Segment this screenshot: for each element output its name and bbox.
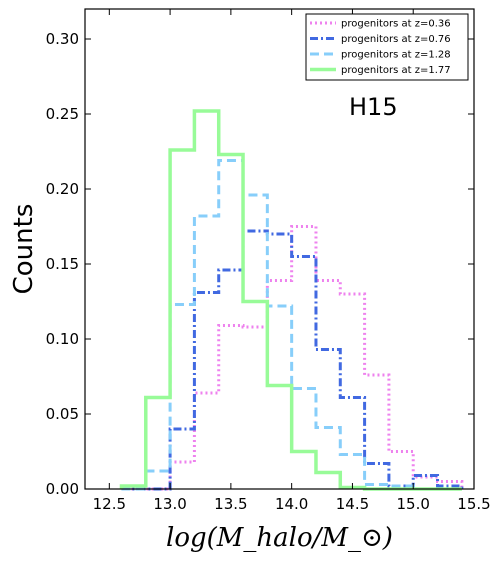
x-tick-label: 13.5 [214, 495, 247, 513]
y-axis-label: Counts [9, 204, 39, 295]
series-line-4 [119, 109, 462, 491]
x-tick-label: 15.0 [397, 495, 430, 513]
ticks-layer: 12.5 13.0 13.5 14.0 14.5 15.0 15.5 0.00 0.05 0.10… [46, 9, 491, 513]
legend-label-1: progenitors at z=0.36 [341, 19, 451, 30]
annotation-label: H15 [349, 93, 398, 121]
series-line-3 [121, 159, 462, 491]
x-tick-label: 12.5 [93, 495, 126, 513]
legend-label-3: progenitors at z=1.28 [341, 50, 451, 61]
series-line-2 [121, 229, 464, 491]
x-tick-label: 13.0 [153, 495, 186, 513]
y-tick-label: 0.20 [46, 180, 79, 198]
y-tick-label: 0.00 [46, 480, 79, 498]
y-tick-label: 0.10 [46, 330, 79, 348]
legend-label-4: progenitors at z=1.77 [341, 65, 451, 76]
x-tick-label: 14.0 [275, 495, 308, 513]
legend: progenitors at z=0.36 progenitors at z=0.… [305, 13, 469, 81]
legend-label-2: progenitors at z=0.76 [341, 34, 451, 45]
x-axis-label: log(M_halo/M_⊙) [166, 523, 393, 553]
x-tick-label: 15.5 [457, 495, 490, 513]
y-tick-label: 0.30 [46, 30, 79, 48]
series-line-1 [121, 225, 464, 491]
series-layer [119, 109, 464, 491]
y-tick-label: 0.25 [46, 105, 79, 123]
y-tick-label: 0.15 [46, 255, 79, 273]
y-tick-label: 0.05 [46, 405, 79, 423]
plot-frame [84, 8, 475, 490]
x-tick-label: 14.5 [336, 495, 369, 513]
